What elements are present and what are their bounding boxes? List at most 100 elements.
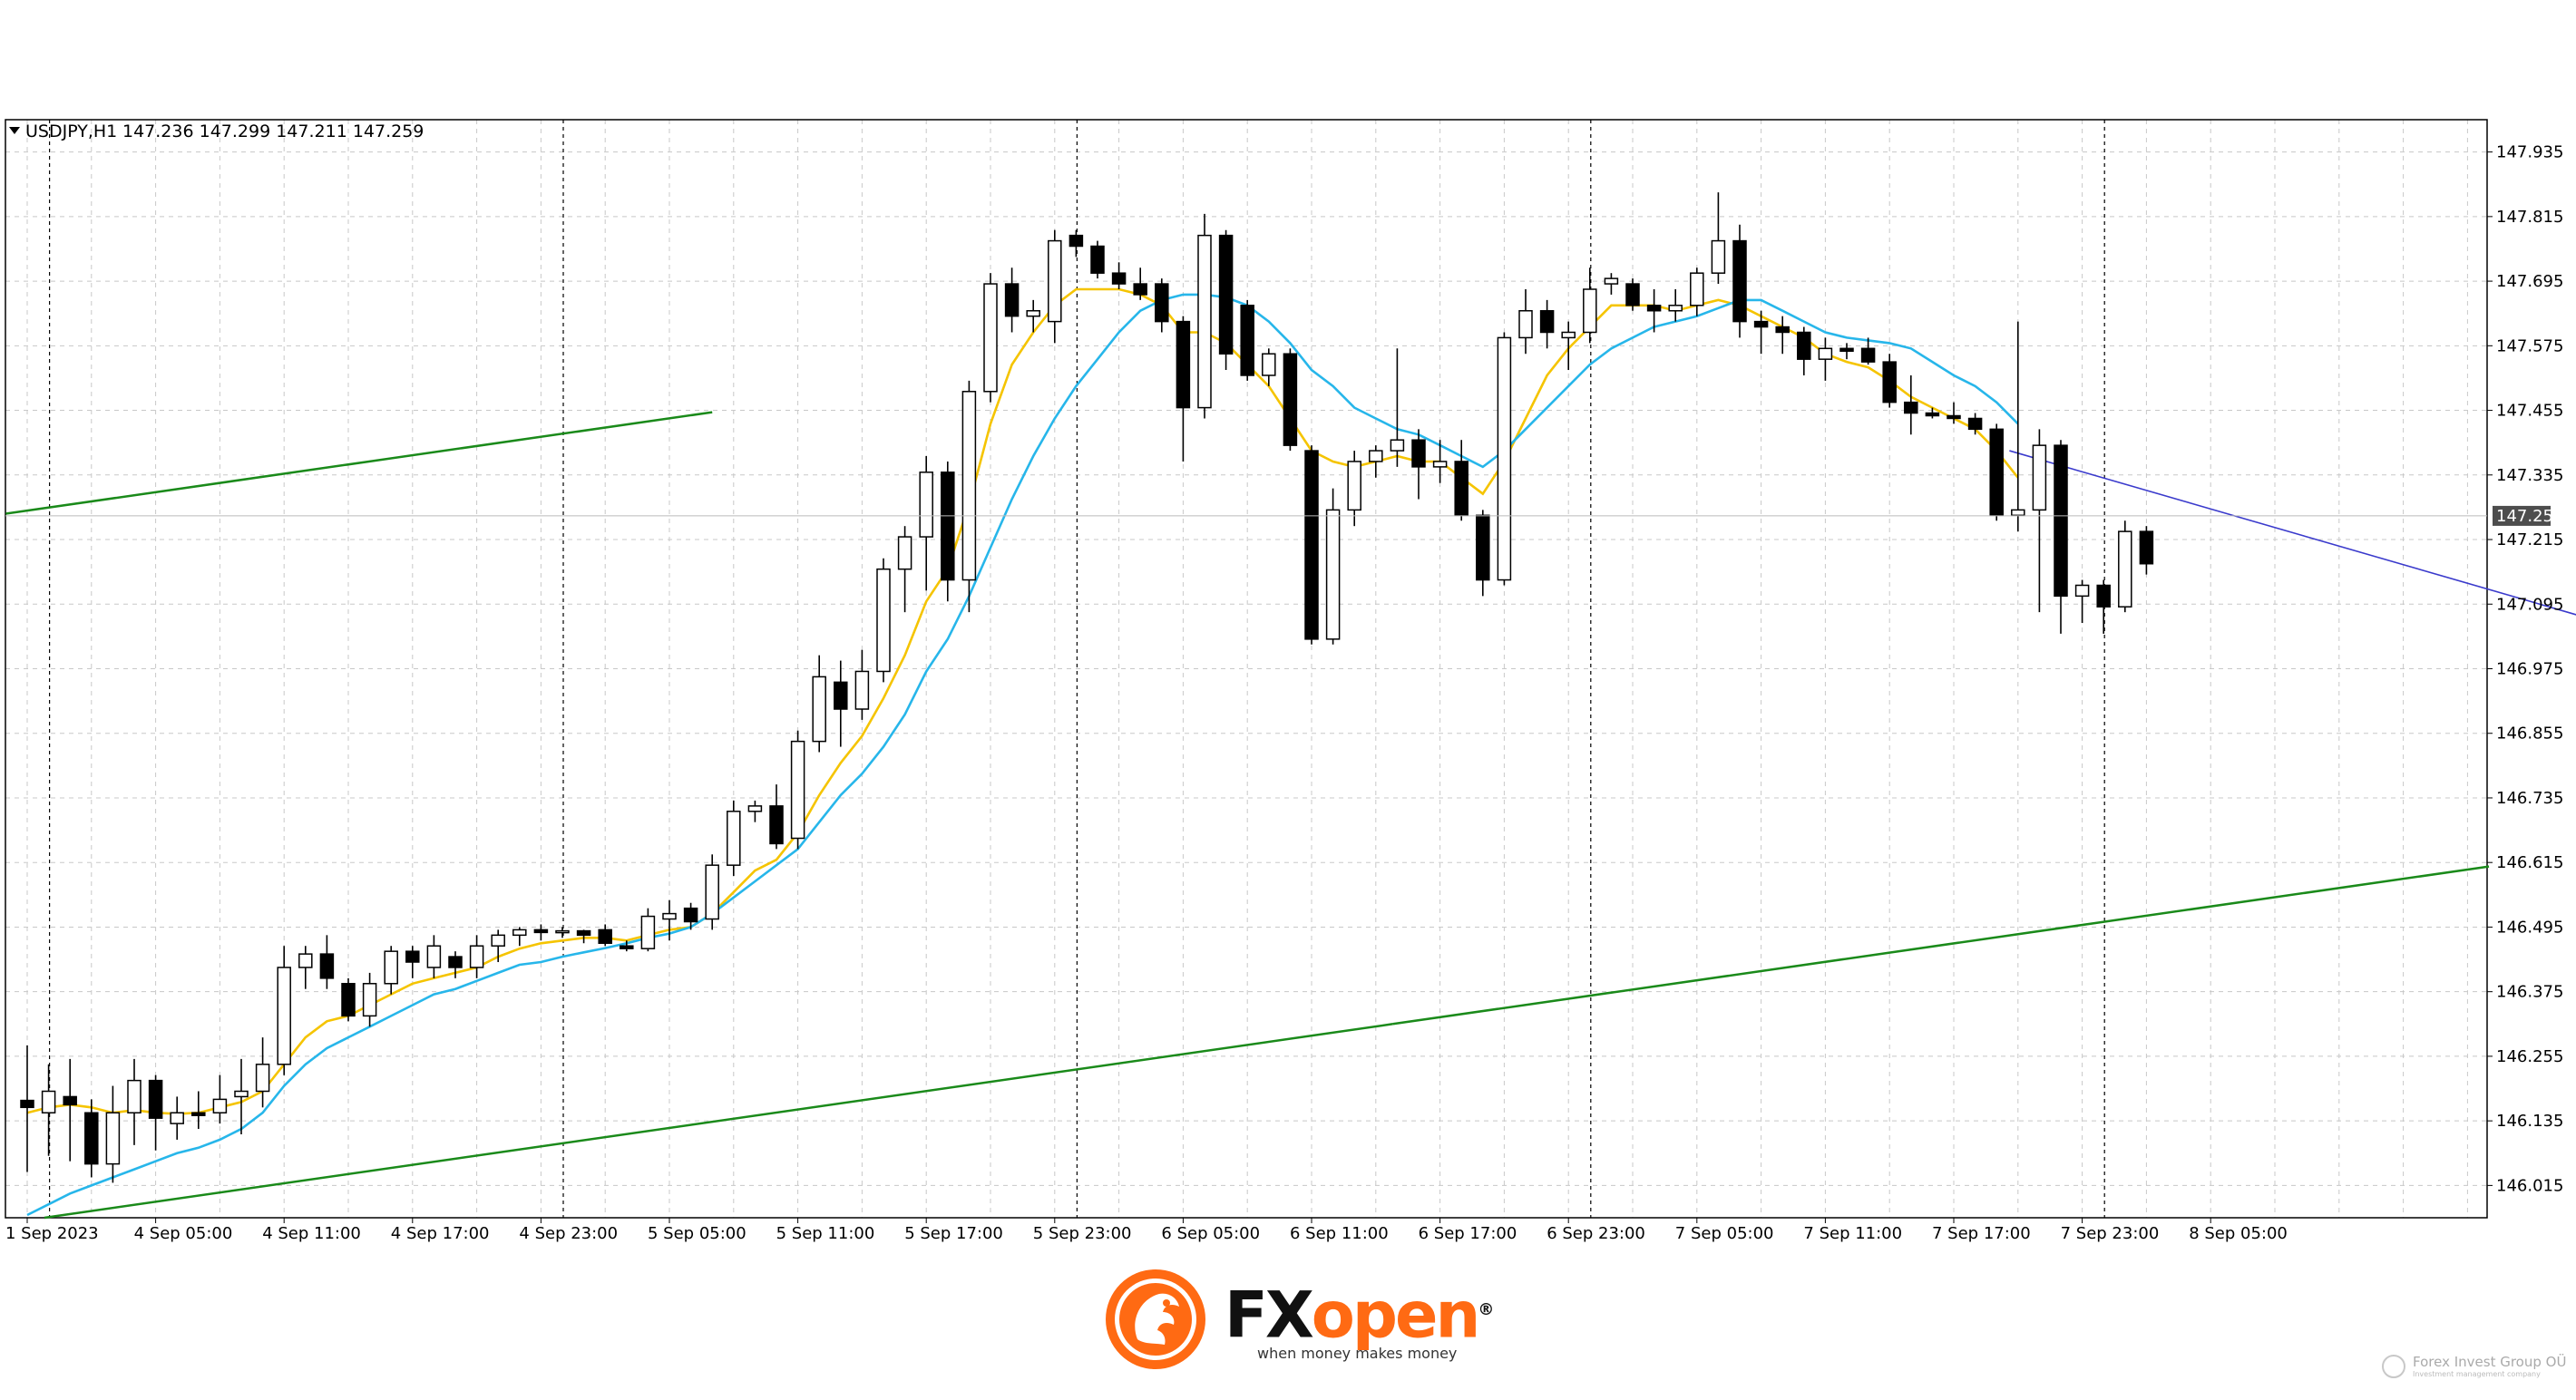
collapse-triangle-icon[interactable]	[9, 127, 20, 134]
candle-body-bear	[405, 950, 420, 963]
time-tick-label: 8 Sep 05:00	[2189, 1224, 2288, 1243]
candle-body-bull	[1497, 336, 1512, 581]
candle	[1090, 240, 1105, 279]
candle	[983, 273, 998, 403]
candle-body-bull	[1711, 239, 1726, 274]
candle-body-bear	[2139, 530, 2154, 565]
candle	[1262, 348, 1276, 386]
candle	[2096, 579, 2111, 634]
candle	[1197, 213, 1212, 419]
candle-body-bear	[1111, 272, 1127, 285]
candle-body-bear	[1775, 326, 1790, 334]
candle	[1583, 267, 1597, 344]
time-tick-label: 1 Sep 2023	[5, 1224, 99, 1243]
candle-body-bear	[319, 953, 335, 979]
candle	[533, 924, 549, 941]
candle	[1497, 332, 1512, 586]
candle	[576, 929, 591, 944]
candle-body-bull	[277, 967, 291, 1065]
price-tick-label: 146.135	[2496, 1112, 2563, 1131]
candle	[2011, 321, 2025, 532]
price-tick-label: 147.695	[2496, 272, 2563, 291]
candle-body-bear	[1539, 309, 1555, 334]
candle-body-bear	[533, 928, 549, 934]
candle	[1325, 488, 1341, 645]
moving-averages	[26, 287, 2019, 1217]
logo-fx: FX	[1225, 1278, 1314, 1353]
candle	[1411, 429, 1426, 500]
candle-body-bull	[105, 1112, 121, 1165]
time-tick-label: 4 Sep 17:00	[391, 1224, 490, 1243]
candle	[1304, 445, 1319, 645]
candle	[1068, 229, 1084, 258]
candle	[1775, 316, 1790, 355]
candle	[769, 784, 784, 850]
candle	[705, 854, 719, 930]
descending-trendline	[2009, 450, 2576, 616]
candle-body-bear	[1283, 353, 1298, 446]
candle	[854, 649, 870, 720]
candle-body-bull	[2032, 444, 2047, 511]
candle-body-bear	[683, 907, 698, 923]
logo-open: open	[1311, 1278, 1481, 1353]
candle	[148, 1074, 163, 1151]
candle	[1711, 192, 1726, 285]
candle-body-bull	[170, 1112, 184, 1124]
fxopen-wordmark: FXopen®	[1225, 1277, 1494, 1348]
candles	[20, 192, 2154, 1183]
candle-body-bull	[727, 811, 741, 866]
candle-body-bear	[576, 929, 591, 937]
candle	[1839, 343, 1854, 360]
candle	[1004, 267, 1020, 333]
candle	[2054, 440, 2068, 634]
channel-lower-line-extension	[1392, 865, 2490, 1026]
candle	[469, 935, 484, 978]
candle	[1176, 316, 1191, 462]
trend-channel	[5, 411, 2576, 1220]
price-tick-label: 146.975	[2496, 660, 2563, 679]
candle	[620, 940, 634, 952]
candle-body-bear	[1947, 414, 1961, 420]
candle-body-bull	[1390, 439, 1405, 452]
candle-body-bull	[919, 472, 933, 538]
time-tick-label: 5 Sep 17:00	[904, 1224, 1003, 1243]
candle-body-bear	[2054, 444, 2068, 598]
candle	[640, 908, 656, 952]
candle-body-bull	[747, 805, 763, 812]
watermark: Forex Invest Group OÜ Investment managem…	[2382, 1354, 2566, 1378]
candle	[1026, 299, 1040, 333]
candle-body-bull	[854, 670, 870, 710]
time-tick-label: 4 Sep 11:00	[262, 1224, 361, 1243]
candle-body-bull	[384, 950, 398, 985]
price-tick-label: 146.495	[2496, 918, 2563, 937]
time-tick-label: 7 Sep 17:00	[1932, 1224, 2031, 1243]
price-tick-label: 146.015	[2496, 1176, 2563, 1195]
candle-body-bull	[876, 568, 891, 673]
candle	[127, 1058, 141, 1145]
candle-body-bull	[1432, 461, 1448, 468]
price-tick-label: 147.575	[2496, 336, 2563, 355]
candle	[384, 946, 398, 995]
candle-body-bull	[1818, 347, 1833, 360]
candle	[1668, 288, 1683, 322]
candle-body-bear	[1904, 401, 1918, 414]
candle-body-bull	[1369, 450, 1383, 462]
candle	[555, 927, 570, 938]
candle	[1860, 337, 1876, 365]
candle	[319, 935, 335, 989]
candle-body-bear	[598, 928, 612, 944]
price-tick-label: 146.255	[2496, 1047, 2563, 1066]
candle-body-bull	[426, 945, 442, 968]
candle-body-bull	[2011, 509, 2025, 517]
candle	[1732, 224, 1747, 338]
candle-body-bull	[1197, 234, 1212, 409]
candle-body-bull	[812, 676, 826, 743]
candle-body-bull	[362, 983, 377, 1017]
candle-body-bear	[1753, 320, 1769, 328]
time-tick-label: 6 Sep 23:00	[1547, 1224, 1645, 1243]
candle-body-bull	[1262, 353, 1276, 376]
candle	[1646, 288, 1662, 333]
candle	[961, 380, 977, 613]
candle-body-bear	[1797, 331, 1811, 360]
candle	[277, 946, 291, 1075]
